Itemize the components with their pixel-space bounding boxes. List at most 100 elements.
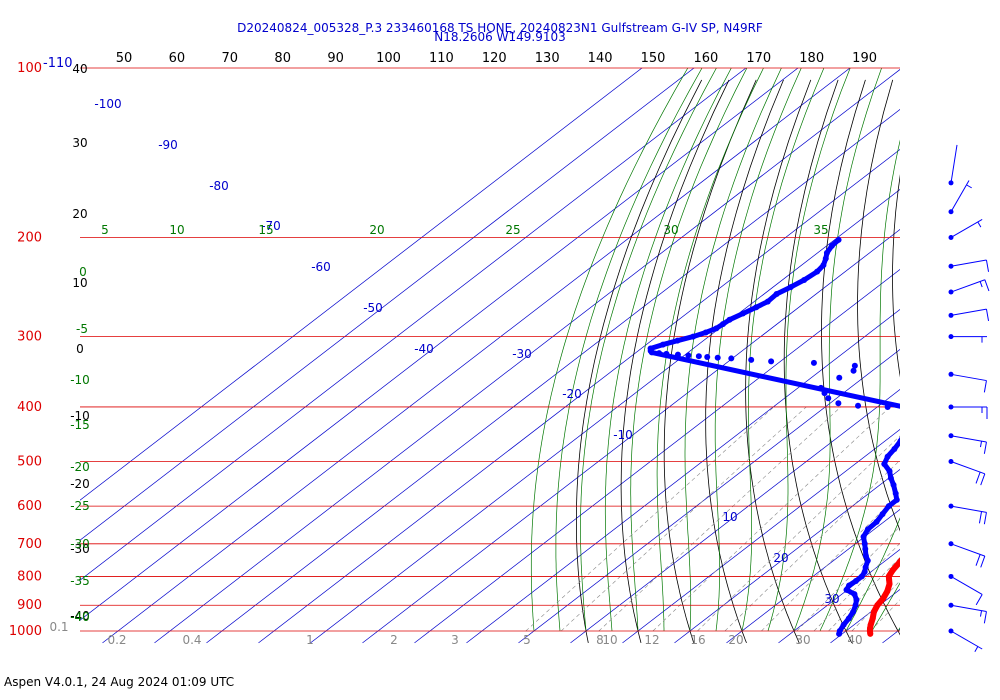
isotherm-label: -50 [363,301,383,315]
wind-barb-half-flag [979,281,983,288]
mixing-ratio-line [931,407,1000,631]
wind-barb-staff [950,279,985,293]
top-axis-tick: 60 [169,51,186,66]
wind-barb-flag [978,511,983,524]
footer-credit: Aspen V4.0.1, 24 Aug 2024 01:09 UTC [4,675,235,689]
dewpoint-point [828,242,835,249]
dry-adiabat-line [663,79,757,644]
isotherm-label: -70 [261,219,281,233]
temperature-point [958,294,964,300]
wind-barb-flag [980,473,986,486]
dewpoint-point [846,582,853,589]
wind-barb [948,144,958,186]
temperature-point [919,530,925,536]
dry-adiabat-line [620,79,730,643]
wind-barb-staff [950,435,987,443]
moist-adiabat-label: 5 [101,223,109,237]
dewpoint-point [861,568,868,575]
temperature-point [960,443,966,449]
isotherm-label: -90 [158,138,178,152]
temperature-point [867,621,874,628]
dewpoint-point [656,350,663,357]
dry-adiabat-line [926,80,1000,643]
dry-adiabat-label: 30 [72,136,87,150]
moist-adiabat-line [897,627,900,632]
moist-adiabat-line [924,68,1000,631]
dewpoint-point [890,481,897,488]
wind-barb-flag [983,611,987,624]
temperature-point [950,466,956,472]
wind-barb-half-flag [966,184,972,189]
top-axis-tick: 140 [588,51,613,66]
dewpoint-point [862,545,869,552]
wind-barb [948,404,988,419]
dewpoint-point [858,573,865,580]
wind-barb-staff [950,576,983,595]
dry-adiabat-label: -20 [70,477,90,491]
moist-adiabat-label: 30 [663,223,678,237]
pressure-label: 700 [17,537,42,552]
dewpoint-point [891,445,898,452]
wind-barb [948,259,990,272]
moist-adiabat-label: -40 [70,610,90,624]
top-axis-tick: 50 [116,51,133,66]
temperature-point [971,349,977,355]
dewpoint-point [810,359,817,366]
dewpoint-point [884,453,891,460]
dewpoint-point [835,236,842,243]
moist-adiabat-label: -25 [70,499,90,513]
temperature-point [953,222,959,228]
wind-barb-staff [950,373,987,382]
moist-adiabat-line [793,68,882,632]
dewpoint-point [801,277,808,284]
dewpoint-point [659,341,666,348]
mixing-ratio-line [905,407,1000,631]
temperature-point [959,279,965,285]
mixing-ratio-line [560,406,807,632]
dewpoint-point [787,284,794,291]
moist-adiabat-line [741,68,825,632]
moist-adiabat-label: 15 [258,223,273,237]
dry-adiabat-line [959,80,1000,643]
isotherm-line [674,469,900,644]
dry-adiabat-label: 0 [76,342,84,356]
mixing-ratio-line [761,492,900,632]
mixing-ratio-line [813,542,900,632]
wind-barb-staff [950,604,987,612]
dewpoint-point [853,596,860,603]
temperature-point [889,567,896,574]
dry-adiabat-label: -10 [70,409,90,423]
dewpoint-point [902,430,908,436]
temperature-point [908,546,914,552]
top-axis-tick: 90 [327,51,344,66]
mixing-ratio-label: 1 [306,633,314,647]
temperature-point [926,523,932,529]
dewpoint-point [884,403,891,410]
dewpoint-point [674,337,681,344]
temperature-point [884,588,891,595]
moist-adiabat-line [604,68,732,632]
temperature-point [975,419,981,425]
dewpoint-point [897,438,900,445]
mixing-ratio-label: 0.2 [107,633,126,647]
moist-adiabat-line [871,582,900,632]
dewpoint-point [647,345,654,352]
wind-barb-flag [983,441,987,454]
dry-adiabat-line [821,79,900,636]
isotherm-line [362,229,900,644]
dry-adiabat-label: 10 [72,276,87,290]
temperature-point [898,557,900,564]
dewpoint-point [768,358,775,365]
top-axis-tick: 70 [222,51,239,66]
moist-adiabat-label: 20 [369,223,384,237]
wind-barb-flag [975,554,981,566]
dry-adiabat-line [892,174,900,378]
moist-adiabat-label: 10 [169,223,184,237]
pressure-label: 600 [17,499,42,514]
wind-barb-flag [984,279,990,292]
dewpoint-point [840,621,847,628]
temperature-point [975,364,981,370]
wind-barb-staff [950,630,983,650]
wind-barb-staff [950,144,958,183]
